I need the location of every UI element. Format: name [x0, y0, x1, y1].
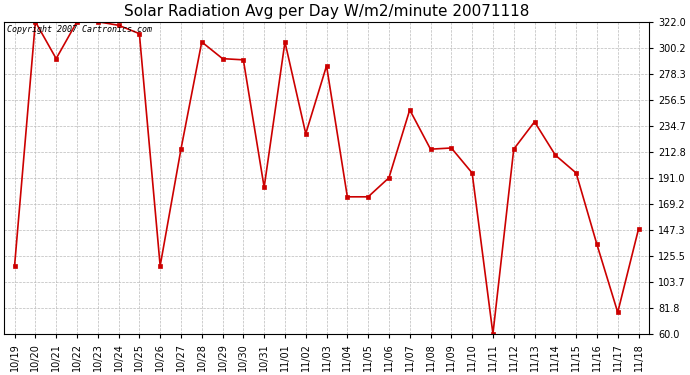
Text: Copyright 2007 Cartronics.com: Copyright 2007 Cartronics.com: [8, 25, 152, 34]
Title: Solar Radiation Avg per Day W/m2/minute 20071118: Solar Radiation Avg per Day W/m2/minute …: [124, 4, 529, 19]
